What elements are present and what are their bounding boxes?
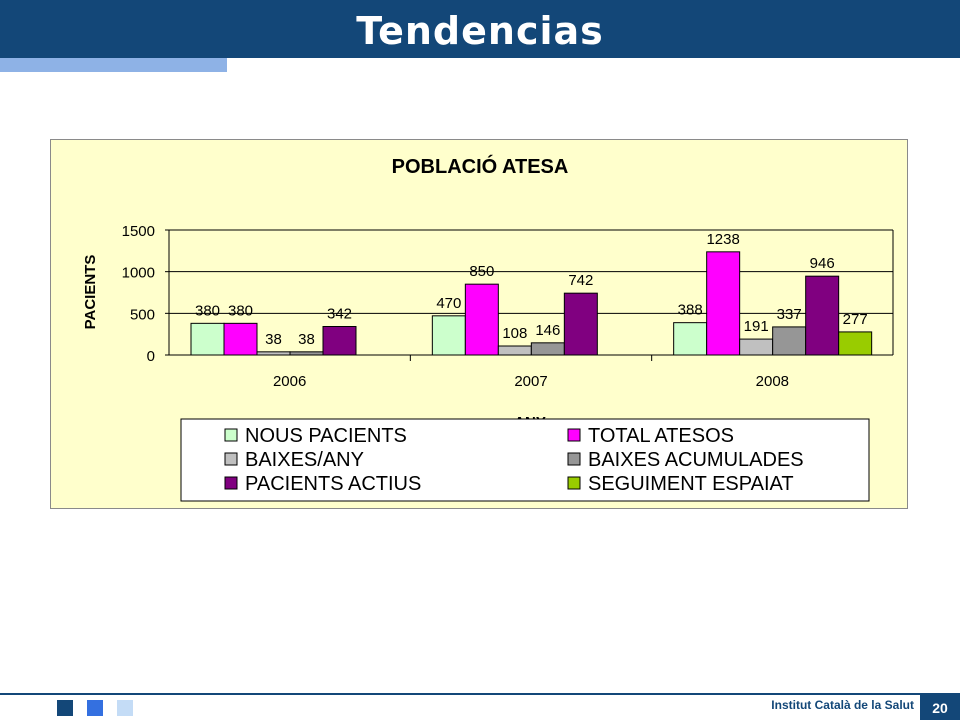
- x-tick-label: 2006: [273, 373, 306, 390]
- data-label: 742: [568, 272, 593, 289]
- x-tick-label: 2008: [756, 373, 789, 390]
- bar: [563, 292, 598, 356]
- bar: [497, 345, 532, 356]
- legend-swatch: [224, 476, 238, 490]
- data-label: 108: [502, 325, 527, 342]
- legend-label: TOTAL ATESOS: [588, 425, 734, 447]
- bar: [706, 251, 741, 356]
- legend-label: PACIENTS ACTIUS: [245, 473, 421, 495]
- legend-swatch: [567, 452, 581, 466]
- bar: [530, 342, 565, 356]
- data-label: 191: [744, 318, 769, 335]
- legend-label: SEGUIMENT ESPAIAT: [588, 473, 794, 495]
- y-tick-label: 500: [130, 306, 155, 323]
- bar: [223, 322, 258, 356]
- x-tick-label: 2007: [514, 373, 547, 390]
- header-accent-bar: [0, 58, 227, 72]
- legend-label: BAIXES/ANY: [245, 449, 364, 471]
- footer-square-dark: [57, 700, 73, 716]
- bar: [838, 331, 873, 356]
- chart-title: POBLACIÓ ATESA: [392, 154, 569, 178]
- legend-swatch: [567, 476, 581, 490]
- y-axis-label: PACIENTS: [82, 255, 99, 330]
- data-label: 38: [298, 331, 315, 348]
- bar: [739, 338, 774, 356]
- legend-label: BAIXES ACUMULADES: [588, 449, 804, 471]
- data-label: 380: [195, 302, 220, 319]
- bar: [464, 283, 499, 356]
- bar: [673, 322, 708, 356]
- data-label: 337: [777, 306, 802, 323]
- data-label: 38: [265, 331, 282, 348]
- data-label: 388: [678, 302, 703, 319]
- data-label: 470: [436, 295, 461, 312]
- chart-svg: POBLACIÓ ATESA 0 500 1000 1500 PACIENTS 2006 38…: [82, 154, 894, 502]
- data-label: 380: [228, 302, 253, 319]
- data-label: 1238: [706, 231, 739, 248]
- data-label: 850: [469, 263, 494, 280]
- bar: [772, 326, 807, 356]
- slide-title: Tendencias: [356, 9, 604, 53]
- legend-label: NOUS PACIENTS: [245, 425, 407, 447]
- bar: [322, 326, 357, 356]
- footer-square-light: [117, 700, 133, 716]
- chart-area: POBLACIÓ ATESA 0 500 1000 1500 PACIENTS 2006 38…: [50, 139, 908, 509]
- data-label: 342: [327, 306, 352, 323]
- footer-line: [0, 693, 960, 695]
- legend-box: [180, 418, 870, 502]
- y-tick-label: 1500: [122, 223, 155, 240]
- footer-square-medium: [87, 700, 103, 716]
- bar: [431, 315, 466, 356]
- legend-swatch: [224, 428, 238, 442]
- legend-swatch: [567, 428, 581, 442]
- bar: [805, 275, 840, 356]
- y-tick-label: 1000: [122, 265, 155, 282]
- data-label: 946: [810, 255, 835, 272]
- data-label: 146: [535, 322, 560, 339]
- bar: [190, 322, 225, 356]
- data-label: 277: [843, 311, 868, 328]
- header-bar: [0, 0, 960, 58]
- legend-swatch: [224, 452, 238, 466]
- page-number: 20: [920, 695, 960, 720]
- y-tick-label: 0: [147, 348, 155, 365]
- footer-organization: Institut Català de la Salut: [771, 698, 914, 712]
